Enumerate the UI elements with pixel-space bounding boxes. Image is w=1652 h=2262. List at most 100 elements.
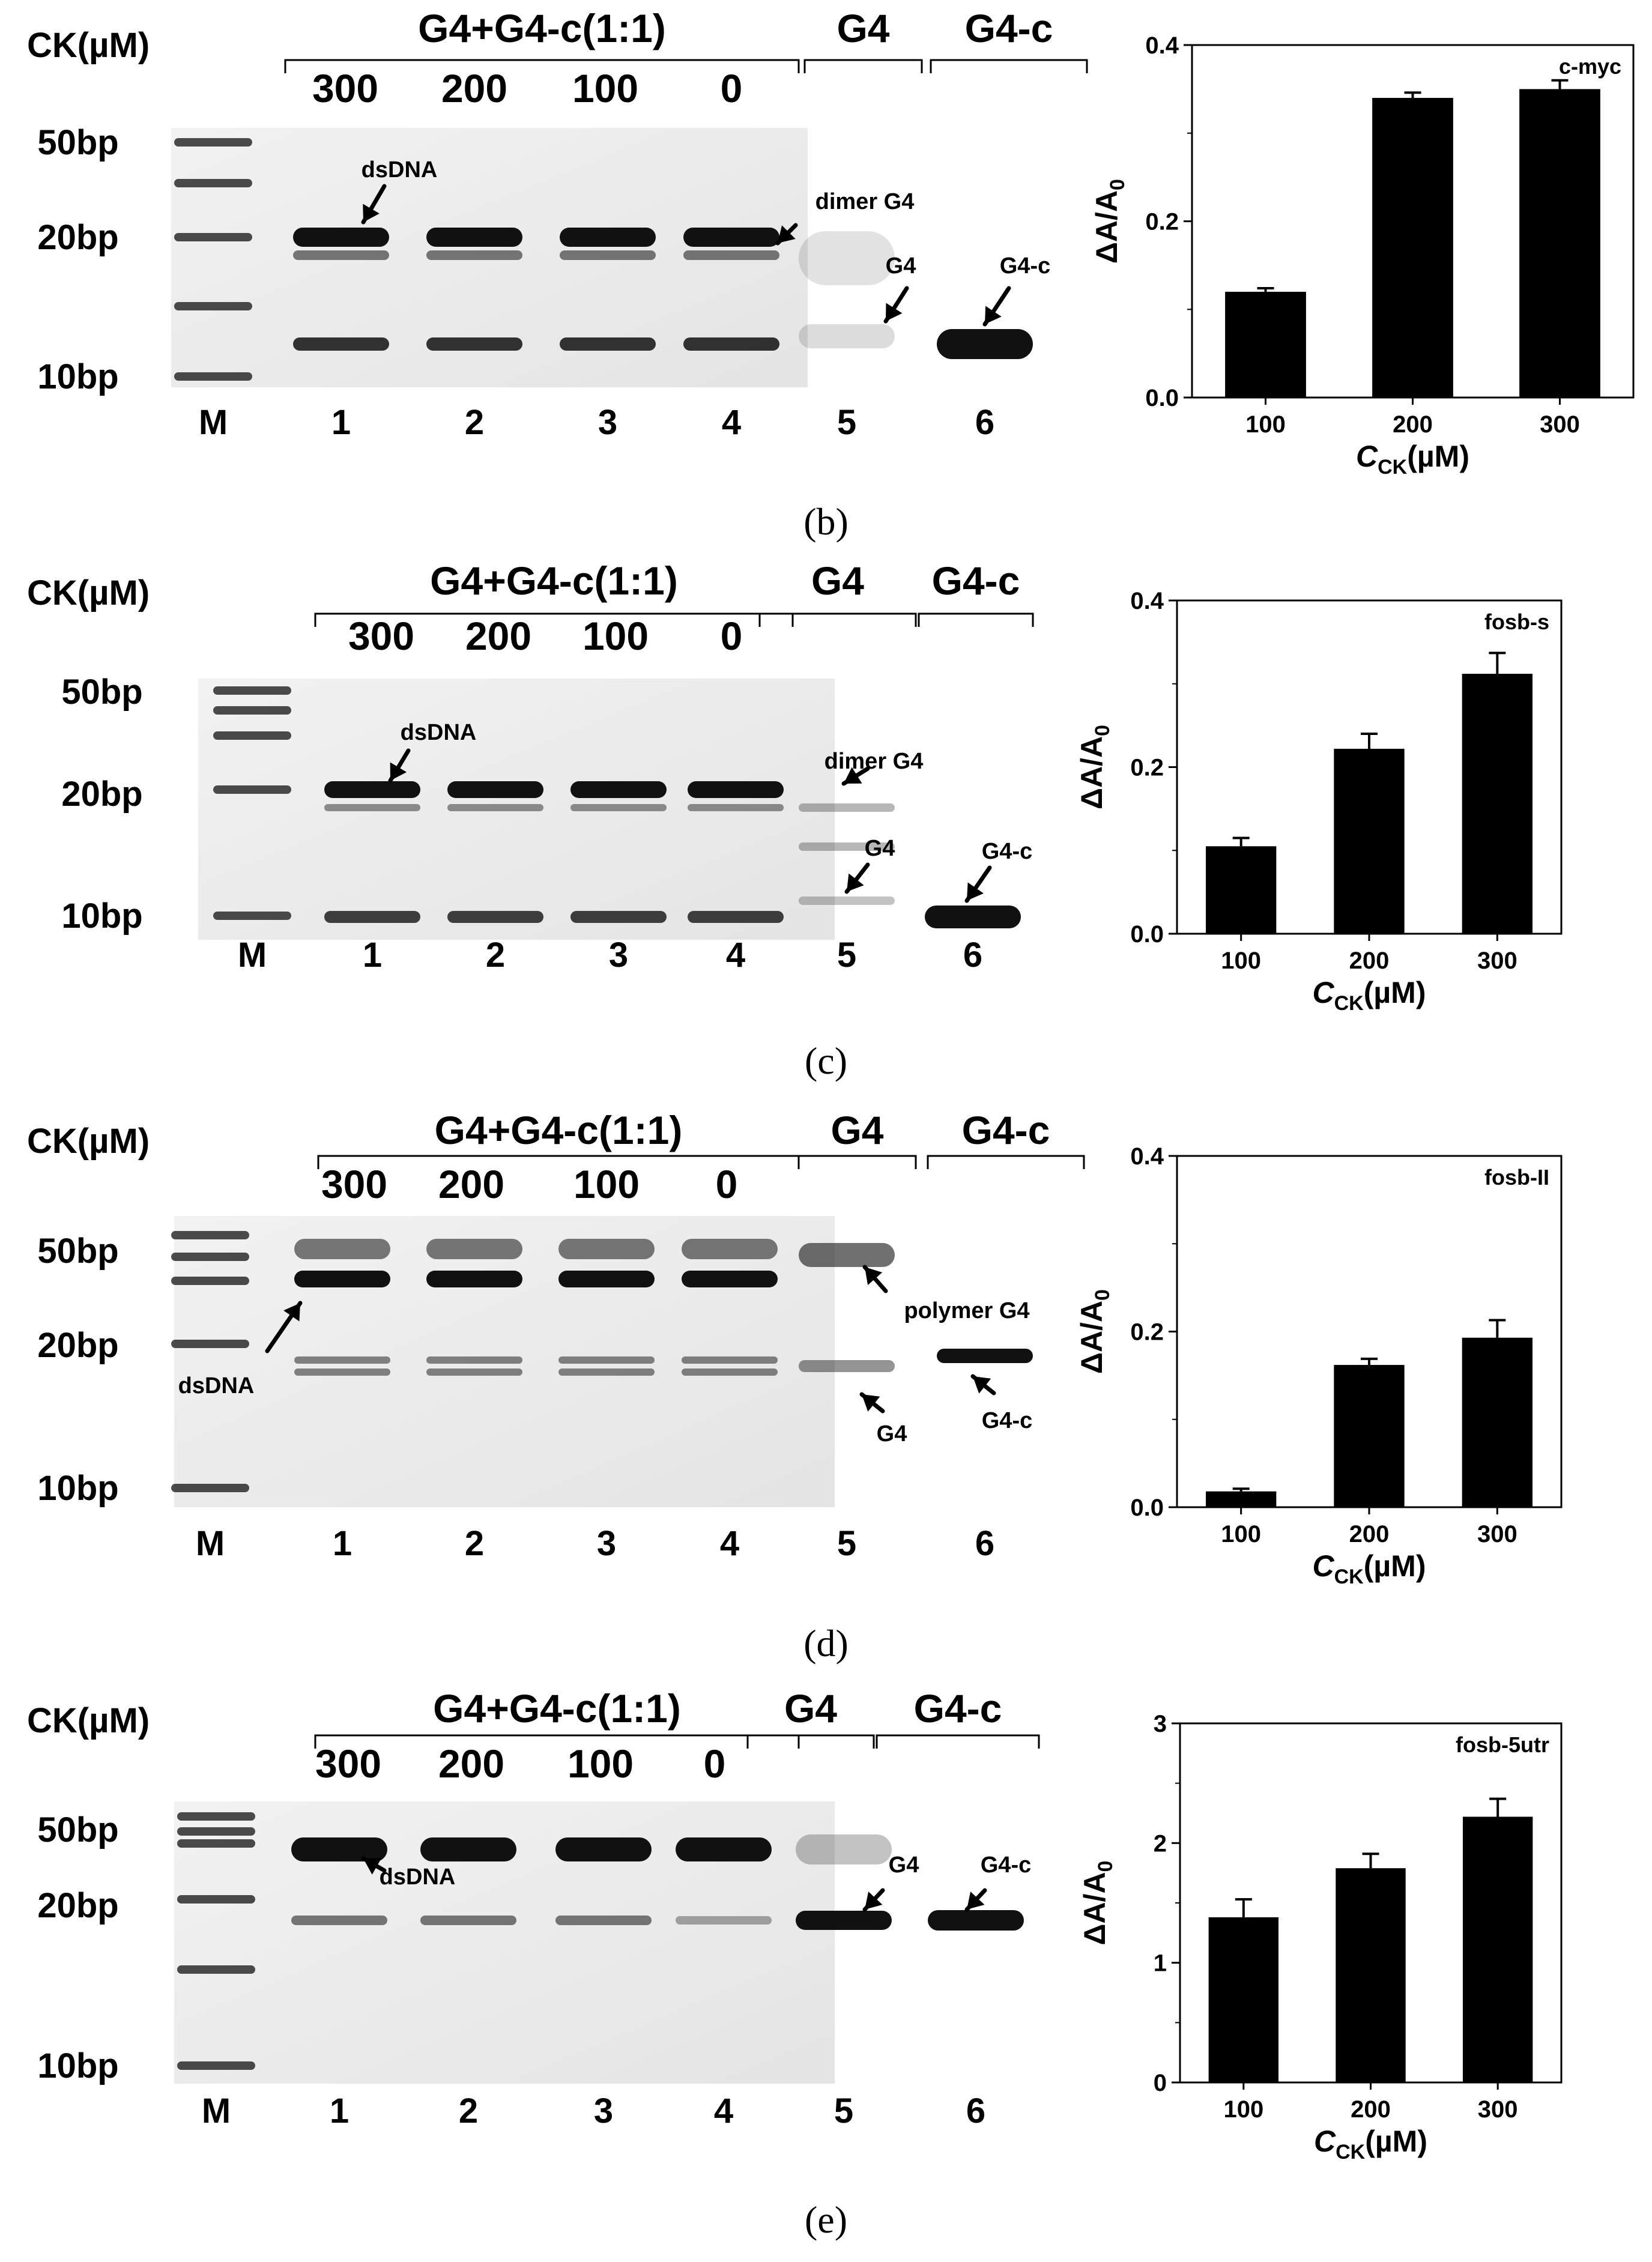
lane-3-band xyxy=(558,1271,655,1287)
marker-band xyxy=(177,1812,255,1821)
lane-1-band xyxy=(294,1239,390,1259)
gel-image xyxy=(198,679,835,940)
x-tick-label: 100 xyxy=(1245,411,1286,438)
y-tick-label: 0 xyxy=(1154,2070,1167,2096)
annotation-label: dimer G4 xyxy=(824,749,924,774)
g4-bracket xyxy=(803,59,923,73)
x-axis-label: CCK(µM) xyxy=(1313,1549,1426,1588)
marker-band xyxy=(213,686,291,695)
x-axis-label-unit: (µM) xyxy=(1407,440,1469,473)
lane-5-band xyxy=(799,324,895,348)
marker-label: 50bp xyxy=(37,1232,118,1271)
annotation-label: dsDNA xyxy=(178,1373,255,1399)
x-axis-label-sub: CK xyxy=(1336,2141,1366,2164)
lane-4-band xyxy=(682,1239,778,1259)
lane-2-band xyxy=(426,1271,522,1287)
y-tick-label: 0.2 xyxy=(1145,209,1179,235)
lane-1-band xyxy=(294,1368,390,1376)
ck-value: 100 xyxy=(573,1162,640,1206)
lane-label: 5 xyxy=(837,1524,856,1563)
ck-value: 100 xyxy=(582,614,649,658)
y-tick-label: 0.0 xyxy=(1130,921,1164,948)
lane-1-band xyxy=(293,337,389,351)
ck-value: 100 xyxy=(572,66,638,110)
lane-label: M xyxy=(238,936,267,975)
lane-2-band xyxy=(426,1239,522,1259)
lane-1-band xyxy=(293,228,389,247)
annotation-arrow-head xyxy=(390,762,407,781)
g4c-bracket xyxy=(927,1155,1085,1169)
chart-title: fosb-II xyxy=(1484,1165,1549,1190)
marker-band xyxy=(171,1231,249,1239)
bar xyxy=(1372,98,1453,398)
marker-band xyxy=(213,731,291,740)
x-axis-label-sub: CK xyxy=(1334,1565,1364,1588)
lane-label: 1 xyxy=(363,936,382,975)
group-bracket xyxy=(314,1734,800,1749)
lane-label: 4 xyxy=(720,1524,739,1563)
lane-5-band xyxy=(796,1834,892,1864)
x-tick-label: 100 xyxy=(1221,1521,1261,1547)
annotation-arrow-head xyxy=(283,1303,300,1322)
group-bracket xyxy=(314,612,794,627)
lane-2-band xyxy=(426,228,522,247)
y-axis-label-sub: 0 xyxy=(1094,1861,1117,1872)
marker-band xyxy=(177,1839,255,1848)
y-tick-label: 0.2 xyxy=(1130,755,1164,781)
y-axis-label: ΔA/A0 xyxy=(1078,1861,1117,1946)
lane-2-band xyxy=(426,337,522,351)
lane-3-band xyxy=(560,228,656,247)
marker-band xyxy=(174,233,252,241)
lane-1-band xyxy=(294,1271,390,1287)
lane-1-band xyxy=(324,804,420,811)
lane-1-band xyxy=(324,781,420,798)
ck-value: 300 xyxy=(348,614,414,658)
lane-4-band xyxy=(682,1271,778,1287)
lane-4-band xyxy=(676,1837,772,1861)
g4-bracket xyxy=(797,1155,917,1169)
chart-title: c-myc xyxy=(1559,54,1621,79)
y-axis-label-main: ΔA/A xyxy=(1078,1872,1112,1945)
lane-3-band xyxy=(558,1356,655,1364)
y-tick-label: 0.0 xyxy=(1145,385,1179,411)
ck-value: 300 xyxy=(321,1162,387,1206)
ck-value: 200 xyxy=(441,66,507,110)
marker-band xyxy=(171,1253,249,1261)
ck-value: 0 xyxy=(721,614,743,658)
annotation-arrow-head xyxy=(778,225,796,243)
marker-band xyxy=(213,706,291,715)
caption-c: (c) xyxy=(804,1039,848,1082)
x-tick-label: 200 xyxy=(1393,411,1433,438)
lane-label: 3 xyxy=(594,2091,613,2130)
group-label: G4+G4-c(1:1) xyxy=(430,558,678,603)
marker-band xyxy=(171,1340,249,1348)
y-axis-label-main: ΔA/A xyxy=(1075,1301,1109,1374)
lane-6-band xyxy=(937,329,1033,359)
chart-title: fosb-s xyxy=(1484,609,1549,634)
lane-5-band xyxy=(799,897,895,905)
g4-bracket xyxy=(746,1734,875,1749)
g4c-bracket xyxy=(876,1734,1040,1749)
lane-label: M xyxy=(199,403,228,442)
bar xyxy=(1462,1337,1532,1507)
x-tick-label: 100 xyxy=(1221,948,1261,974)
lane-6-band xyxy=(937,1349,1033,1363)
ck-value: 0 xyxy=(704,1741,726,1786)
group-label: G4+G4-c(1:1) xyxy=(418,6,666,50)
g4c-bracket xyxy=(930,59,1088,73)
lane-label: 1 xyxy=(333,1524,352,1563)
marker-band xyxy=(174,138,252,147)
ck-label: CK(µM) xyxy=(27,1701,150,1740)
lane-label: M xyxy=(202,2091,231,2130)
lane-label: 5 xyxy=(837,936,856,975)
lane-4-band xyxy=(688,781,784,798)
ck-value: 200 xyxy=(438,1162,504,1206)
x-tick-label: 200 xyxy=(1351,2096,1391,2123)
annotation-label: dimer G4 xyxy=(815,189,915,214)
marker-band xyxy=(174,179,252,187)
marker-band xyxy=(213,912,291,920)
lane-label: 3 xyxy=(598,403,617,442)
lane-2-band xyxy=(447,911,543,923)
annotation-arrow-head xyxy=(865,1267,883,1286)
lane-3-band xyxy=(555,1837,652,1861)
